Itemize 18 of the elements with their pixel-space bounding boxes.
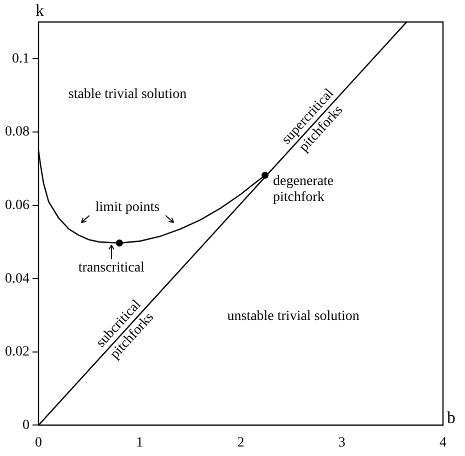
- x-tick-label: 3: [338, 435, 346, 450]
- annotation: limit points: [95, 200, 160, 216]
- y-tick-label: 0.06: [5, 198, 30, 213]
- y-tick-label: 0.1: [12, 51, 30, 66]
- y-tick-label: 0.04: [5, 271, 30, 286]
- annotation: stable trivial solution: [68, 87, 187, 102]
- x-tick-label: 4: [440, 435, 446, 450]
- annotation: unstable trivial solution: [227, 309, 360, 324]
- annotation: transcritical: [78, 260, 145, 276]
- y-tick-label: 0.02: [5, 344, 30, 360]
- x-tick-label: 0: [35, 435, 42, 450]
- y-tick-label: 0: [22, 418, 30, 433]
- y-axis-title: k: [36, 0, 44, 20]
- x-axis-title: b: [447, 408, 456, 428]
- annotation: degenerate pitchfork: [273, 174, 334, 205]
- x-tick-label: 1: [136, 435, 144, 450]
- y-tick-label: 0.08: [5, 124, 30, 140]
- x-tick-label: 2: [237, 435, 244, 450]
